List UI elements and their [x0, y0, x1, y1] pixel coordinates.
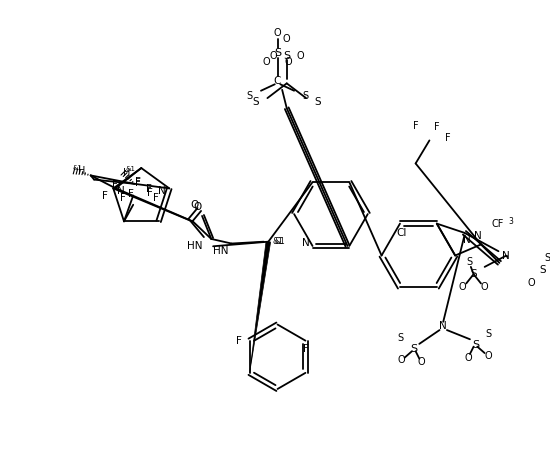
Text: S: S: [485, 329, 491, 339]
Text: N: N: [158, 186, 166, 196]
Text: O: O: [194, 202, 202, 212]
Text: S: S: [252, 97, 259, 107]
Text: O: O: [528, 278, 535, 288]
Text: F: F: [102, 191, 107, 201]
Text: F: F: [120, 193, 126, 202]
Text: HN: HN: [188, 241, 203, 251]
Text: F: F: [128, 189, 134, 199]
Text: O: O: [274, 28, 282, 38]
Text: F: F: [302, 344, 309, 354]
Text: 3: 3: [508, 217, 513, 226]
Text: F: F: [434, 121, 439, 132]
Text: O: O: [190, 200, 199, 210]
Text: N: N: [439, 321, 447, 332]
Text: &1: &1: [125, 166, 136, 172]
Text: F: F: [235, 336, 241, 346]
Text: O: O: [263, 57, 270, 67]
Text: H: H: [78, 166, 85, 176]
Text: Cl: Cl: [397, 228, 407, 238]
Text: O: O: [297, 51, 304, 61]
Text: N: N: [502, 251, 510, 261]
Text: S: S: [544, 253, 550, 263]
Text: &1: &1: [73, 165, 83, 171]
Text: O: O: [283, 34, 290, 44]
Text: S: S: [472, 340, 479, 350]
Text: O: O: [269, 51, 277, 61]
Text: S: S: [410, 344, 417, 354]
Text: S: S: [247, 91, 253, 101]
Text: F: F: [445, 133, 450, 143]
Text: S: S: [283, 51, 290, 61]
Text: &1: &1: [274, 237, 285, 246]
Text: S: S: [466, 257, 472, 267]
Text: F: F: [135, 177, 141, 187]
Text: N: N: [474, 231, 482, 241]
Text: O: O: [485, 351, 492, 361]
Text: S: S: [540, 265, 546, 275]
Text: S: S: [302, 91, 308, 101]
Text: F: F: [147, 188, 153, 198]
Text: HN: HN: [213, 246, 229, 256]
Text: N: N: [117, 186, 124, 196]
Text: O: O: [459, 282, 466, 292]
Text: S: S: [398, 333, 404, 343]
Text: H: H: [123, 168, 131, 178]
Text: F: F: [413, 120, 419, 131]
Text: O: O: [397, 356, 405, 366]
Text: S: S: [470, 269, 477, 279]
Text: &1: &1: [272, 237, 283, 246]
Text: O: O: [481, 282, 488, 292]
Text: F: F: [153, 193, 159, 203]
Text: F: F: [146, 184, 152, 194]
Text: O: O: [464, 353, 472, 363]
Text: N: N: [302, 238, 310, 248]
Text: O: O: [285, 57, 293, 67]
Text: S: S: [274, 48, 281, 58]
Text: C: C: [274, 76, 281, 86]
Text: F: F: [112, 179, 118, 189]
Text: F: F: [135, 178, 141, 188]
Text: N: N: [463, 235, 471, 245]
Polygon shape: [250, 241, 271, 373]
Text: O: O: [417, 357, 425, 367]
Text: CF: CF: [491, 219, 504, 229]
Text: S: S: [315, 97, 321, 107]
